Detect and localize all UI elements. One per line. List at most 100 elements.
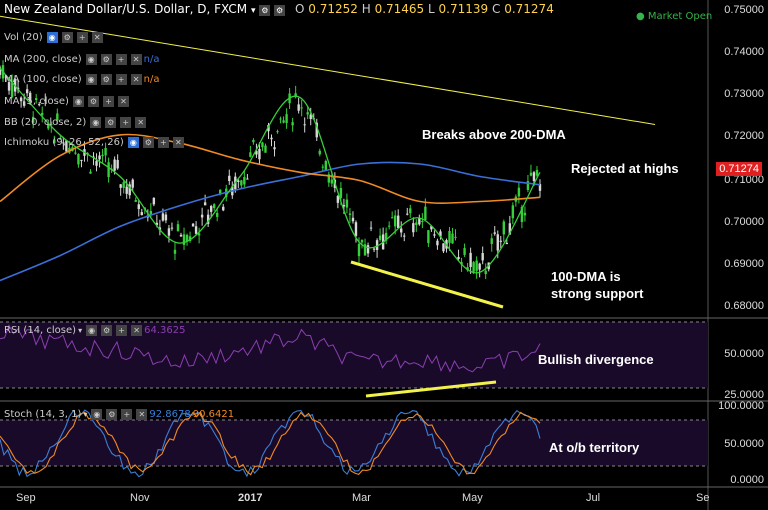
eye-icon[interactable]: ◉ [72, 96, 84, 107]
add-icon[interactable]: + [116, 325, 128, 336]
candle-body [246, 178, 249, 180]
settings-icon[interactable]: ⚙ [106, 409, 118, 420]
stoch-legend[interactable]: Stoch (14, 3, 1) ▾ ◉ ⚙ + ✕ 92.8678 90.64… [4, 409, 234, 420]
candle-body [430, 226, 433, 230]
candle-body [372, 248, 376, 250]
indicator-vol[interactable]: Vol (20) ◉ ⚙ + ✕ [4, 32, 103, 43]
candle-body [421, 221, 424, 223]
eye-icon[interactable]: ◉ [85, 74, 97, 85]
eye-icon[interactable]: ◉ [86, 325, 98, 336]
indicator-ma5[interactable]: MA (5, close) ◉ ⚙ + ✕ [4, 96, 129, 107]
add-icon[interactable]: + [120, 117, 132, 128]
candle-body [228, 175, 231, 182]
candle-body [38, 104, 41, 106]
annotation-rejected: Rejected at highs [571, 161, 679, 176]
close-icon[interactable]: ✕ [135, 117, 147, 128]
settings-icon[interactable]: ⚙ [87, 96, 99, 107]
close-icon[interactable]: ✕ [117, 96, 129, 107]
stoch-tick-100: 100.0000 [718, 400, 764, 412]
eye-icon[interactable]: ◉ [85, 54, 97, 65]
add-icon[interactable]: + [76, 32, 88, 43]
x-tick-may: May [462, 492, 483, 504]
settings-icon[interactable]: ⚙ [142, 137, 154, 148]
close-icon[interactable]: ✕ [91, 32, 103, 43]
eye-icon[interactable]: ◉ [127, 137, 139, 148]
price-tick-7: 0.68000 [724, 300, 764, 312]
candle-body [520, 206, 524, 222]
stoch-tick-0: 0.0000 [730, 474, 764, 486]
close-icon[interactable]: ✕ [136, 409, 148, 420]
candle-body [206, 214, 210, 224]
candle-body [98, 155, 101, 160]
format-icon[interactable]: ⚙ [274, 5, 286, 16]
indicator-ma200[interactable]: MA (200, close) ◉ ⚙ + ✕ n/a [4, 54, 160, 65]
settings-icon[interactable]: ⚙ [101, 325, 113, 336]
candle-body [173, 249, 177, 254]
close-icon[interactable]: ✕ [130, 54, 142, 65]
candle-body [47, 123, 50, 129]
add-icon[interactable]: + [157, 137, 169, 148]
candle-body [95, 160, 98, 166]
candle-body [535, 169, 539, 176]
candle-body [209, 206, 213, 212]
x-tick-nov: Nov [130, 492, 150, 504]
add-icon[interactable]: + [115, 54, 127, 65]
eye-icon[interactable]: ◉ [90, 117, 102, 128]
close-icon[interactable]: ✕ [131, 325, 143, 336]
candle-body [200, 214, 204, 218]
stoch-band [0, 420, 708, 466]
chevron-down-icon[interactable]: ▾ [250, 6, 256, 16]
candle-body [481, 253, 484, 261]
add-icon[interactable]: + [121, 409, 133, 420]
candle-body [56, 113, 59, 121]
settings-icon[interactable]: ⚙ [100, 74, 112, 85]
stoch-d-value: 90.6421 [192, 409, 235, 420]
add-icon[interactable]: + [102, 96, 114, 107]
candle-body [28, 92, 32, 102]
candle-body [315, 122, 318, 138]
candle-body [397, 215, 400, 229]
candle-body [526, 181, 530, 191]
candle-body [412, 223, 415, 233]
indicator-ma100[interactable]: MA (100, close) ◉ ⚙ + ✕ n/a [4, 74, 160, 85]
settings-icon[interactable]: ⚙ [100, 54, 112, 65]
close-icon[interactable]: ✕ [130, 74, 142, 85]
ohlc-open-label: O [294, 2, 305, 16]
settings-icon[interactable]: ⚙ [259, 5, 271, 16]
eye-icon[interactable]: ◉ [46, 32, 58, 43]
candle-body [182, 234, 186, 245]
candle-body [351, 217, 355, 222]
candle-body [128, 184, 131, 196]
indicator-ichimoku[interactable]: Ichimoku (9, 26, 52, 26) ◉ ⚙ + ✕ [4, 137, 184, 148]
annotation-ob: At o/b territory [549, 440, 640, 455]
candle-body [511, 205, 515, 219]
settings-icon[interactable]: ⚙ [105, 117, 117, 128]
indicator-bb[interactable]: BB (20, close, 2) ◉ ⚙ + ✕ [4, 117, 147, 128]
indicator-bb-label: BB (20, close, 2) [4, 117, 87, 128]
rsi-divergence-line [365, 380, 497, 398]
eye-icon[interactable]: ◉ [91, 409, 103, 420]
candle-body [309, 114, 312, 119]
price-tick-3: 0.72000 [724, 130, 764, 142]
current-price-tag: 0.71274 [716, 162, 762, 176]
candle-body [366, 245, 370, 254]
close-icon[interactable]: ✕ [172, 137, 184, 148]
candle-body [330, 179, 334, 184]
candle-body [457, 256, 460, 259]
add-icon[interactable]: + [115, 74, 127, 85]
x-tick-jul: Jul [586, 492, 601, 504]
candle-body [538, 184, 542, 191]
chevron-down-icon[interactable]: ▾ [78, 326, 83, 335]
candle-body [291, 122, 294, 126]
candle-body [279, 118, 282, 120]
chevron-down-icon[interactable]: ▾ [83, 410, 88, 419]
price-tick-5: 0.70000 [724, 216, 764, 228]
ma200-line [0, 161, 541, 282]
candle-body [324, 160, 328, 171]
symbol-title[interactable]: New Zealand Dollar/U.S. Dollar, D, FXCM [4, 2, 248, 16]
rsi-legend[interactable]: RSI (14, close) ▾ ◉ ⚙ + ✕ 64.3625 [4, 325, 185, 336]
candle-body [300, 107, 303, 109]
candle-body [122, 182, 125, 188]
settings-icon[interactable]: ⚙ [61, 32, 73, 43]
